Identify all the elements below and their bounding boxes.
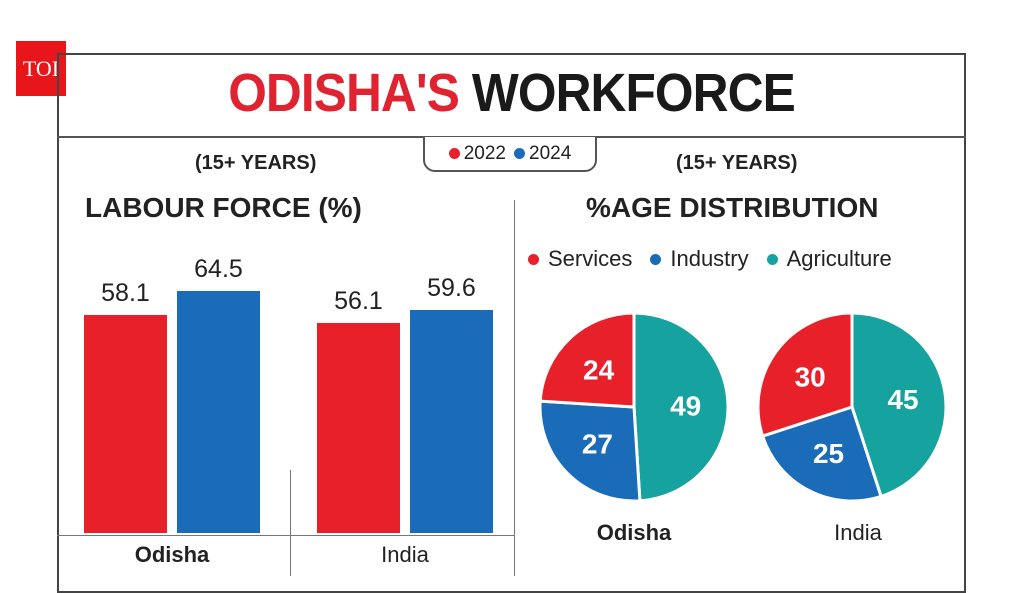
pie-charts: 49 27 24 45 25 30 xyxy=(538,311,948,503)
bar-value-label: 59.6 xyxy=(427,273,476,302)
pie-value-label: 25 xyxy=(813,438,844,469)
title-part1: ODISHA'S xyxy=(228,63,460,123)
category-label-odisha: Odisha xyxy=(134,542,210,567)
bar-odisha-2022 xyxy=(84,315,167,533)
bar-value-label: 58.1 xyxy=(101,279,150,308)
legend-industry: Industry xyxy=(650,246,749,272)
red-dot-icon xyxy=(528,253,539,265)
bar-subtitle: (15+ YEARS) xyxy=(195,152,317,174)
legend-label: 2022 xyxy=(463,142,506,164)
legend-services: Services xyxy=(528,246,632,272)
bar-india-2024 xyxy=(410,309,493,533)
blue-dot-icon xyxy=(650,253,662,265)
bar-odisha-2024 xyxy=(177,291,260,533)
legend-label: Agriculture xyxy=(786,246,892,271)
year-legend: 2022 2024 xyxy=(423,137,597,172)
pie-slice-india-services xyxy=(756,311,854,438)
pie-value-label: 27 xyxy=(582,429,613,460)
legend-agriculture: Agriculture xyxy=(766,246,892,272)
pie-chart-title: %AGE DISTRIBUTION xyxy=(586,192,879,223)
pie-subtitle: (15+ YEARS) xyxy=(676,152,798,174)
title-part2: WORKFORCE xyxy=(471,63,796,123)
pie-slice-odisha-industry xyxy=(538,399,642,503)
legend-label: Services xyxy=(548,246,633,271)
divider xyxy=(57,535,514,536)
bar-india-2022 xyxy=(317,322,400,533)
pie-label-india: India xyxy=(834,520,882,545)
pie-slice-india-agriculture xyxy=(850,311,948,499)
legend-label: 2024 xyxy=(529,142,572,164)
pie-slice-india-industry xyxy=(760,405,883,503)
legend-2024: 2024 xyxy=(514,143,571,165)
pie-value-label: 24 xyxy=(583,354,615,385)
pie-value-label: 45 xyxy=(887,384,918,415)
pie-value-label: 49 xyxy=(670,390,701,421)
blue-dot-icon xyxy=(514,147,525,159)
teal-dot-icon xyxy=(766,253,778,265)
divider xyxy=(290,470,291,576)
pie-slice-odisha-agriculture xyxy=(632,311,730,503)
category-label-india: India xyxy=(381,542,429,567)
pie-legend: Services Industry Agriculture xyxy=(528,246,892,272)
bar-value-label: 64.5 xyxy=(194,255,243,284)
legend-label: Industry xyxy=(670,246,749,271)
infographic-title: ODISHA'S WORKFORCE xyxy=(93,62,929,124)
red-dot-icon xyxy=(448,147,460,159)
bar-value-label: 56.1 xyxy=(334,286,383,315)
pie-label-odisha: Odisha xyxy=(596,520,672,545)
legend-2022: 2022 xyxy=(448,142,506,165)
divider xyxy=(514,200,515,576)
bar-chart-title: LABOUR FORCE (%) xyxy=(85,192,362,223)
pie-value-label: 30 xyxy=(795,362,826,393)
pie-slice-odisha-services xyxy=(538,311,636,409)
